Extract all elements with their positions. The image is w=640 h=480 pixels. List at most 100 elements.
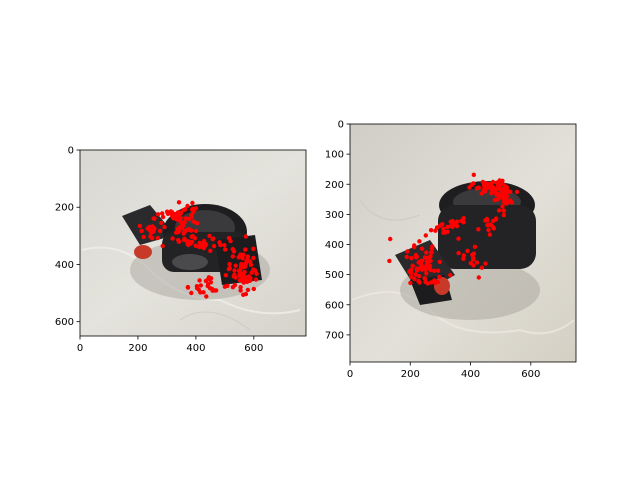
keypoint-marker xyxy=(150,235,155,241)
x-tick-label: 600 xyxy=(244,343,263,354)
y-tick-label: 100 xyxy=(325,150,344,161)
y-tick-label: 200 xyxy=(325,180,344,191)
keypoint-marker xyxy=(486,227,491,233)
y-tick-label: 200 xyxy=(55,203,74,214)
keypoint-marker xyxy=(425,281,430,286)
keypoint-marker xyxy=(500,190,505,196)
y-tick-label: 400 xyxy=(325,240,344,251)
keypoint-marker xyxy=(416,273,422,279)
keypoint-marker xyxy=(489,181,494,186)
left-red-knob xyxy=(134,245,152,259)
keypoint-marker xyxy=(139,228,144,234)
keypoint-marker xyxy=(428,254,433,259)
keypoint-marker xyxy=(183,229,188,234)
keypoint-marker xyxy=(432,278,437,283)
keypoint-marker xyxy=(210,288,215,293)
keypoint-marker xyxy=(185,203,190,209)
keypoint-marker xyxy=(504,195,509,200)
keypoint-marker xyxy=(243,247,248,252)
keypoint-marker xyxy=(232,282,238,288)
keypoint-marker xyxy=(428,258,433,263)
keypoint-marker xyxy=(489,223,494,228)
keypoint-marker xyxy=(239,262,244,267)
keypoint-marker xyxy=(245,287,251,293)
keypoint-marker xyxy=(157,228,163,234)
keypoint-marker xyxy=(243,234,249,239)
left-keypoints xyxy=(137,200,259,299)
right-marble-vein xyxy=(351,291,575,335)
keypoint-marker xyxy=(198,283,203,288)
keypoint-marker xyxy=(176,237,181,243)
y-tick-label: 300 xyxy=(325,210,344,221)
keypoint-marker xyxy=(461,256,466,261)
keypoint-marker xyxy=(240,276,245,282)
keypoint-marker xyxy=(414,254,419,259)
keypoint-marker xyxy=(243,264,248,269)
keypoint-marker xyxy=(190,200,195,206)
left-clamp-block xyxy=(215,235,262,285)
keypoint-marker xyxy=(408,274,414,279)
keypoint-marker xyxy=(413,272,418,277)
keypoint-marker xyxy=(243,275,249,281)
keypoint-marker xyxy=(208,276,214,281)
y-tick-label: 0 xyxy=(68,146,74,157)
right-keypoints xyxy=(387,172,520,286)
keypoint-marker xyxy=(471,263,476,268)
keypoint-marker xyxy=(502,199,507,205)
keypoint-marker xyxy=(491,189,496,194)
keypoint-marker xyxy=(448,272,453,278)
keypoint-marker xyxy=(474,260,480,265)
keypoint-marker xyxy=(178,210,183,215)
x-tick-label: 200 xyxy=(128,343,147,354)
keypoint-marker xyxy=(485,223,490,228)
keypoint-marker xyxy=(487,232,493,237)
keypoint-marker xyxy=(183,207,188,212)
x-tick-label: 0 xyxy=(347,369,353,380)
keypoint-marker xyxy=(248,278,253,283)
keypoint-marker xyxy=(151,216,156,221)
x-tick-label: 400 xyxy=(186,343,205,354)
keypoint-marker xyxy=(232,268,237,273)
x-tick-label: 600 xyxy=(521,369,540,380)
keypoint-marker xyxy=(193,228,199,234)
keypoint-marker xyxy=(203,241,208,247)
keypoint-marker xyxy=(141,234,146,240)
keypoint-marker xyxy=(492,198,497,203)
keypoint-marker xyxy=(437,274,442,280)
keypoint-marker xyxy=(160,214,166,220)
keypoint-marker xyxy=(137,223,143,229)
keypoint-marker xyxy=(410,263,415,268)
keypoint-marker xyxy=(483,261,488,266)
keypoint-marker xyxy=(412,276,417,282)
keypoint-marker xyxy=(194,284,200,289)
keypoint-marker xyxy=(461,253,467,258)
keypoint-marker xyxy=(404,254,409,260)
keypoint-marker xyxy=(416,278,421,284)
y-tick-label: 0 xyxy=(338,120,344,131)
keypoint-marker xyxy=(189,207,195,212)
keypoint-marker xyxy=(445,224,450,230)
right-clamp-body xyxy=(438,205,536,269)
keypoint-marker xyxy=(418,258,424,264)
keypoint-marker xyxy=(422,255,428,260)
y-tick-label: 600 xyxy=(55,317,74,328)
left-panel: 0 200 400 600 0 200 400 600 xyxy=(55,146,307,354)
keypoint-marker xyxy=(500,178,505,183)
keypoint-marker xyxy=(467,185,472,190)
keypoint-marker xyxy=(189,239,195,245)
keypoint-marker xyxy=(238,285,243,290)
keypoint-marker xyxy=(192,220,198,225)
keypoint-marker xyxy=(198,290,203,295)
keypoint-marker xyxy=(211,236,216,241)
keypoint-marker xyxy=(459,218,464,224)
keypoint-marker xyxy=(456,250,461,256)
keypoint-marker xyxy=(435,268,441,273)
x-tick-label: 400 xyxy=(461,369,480,380)
keypoint-marker xyxy=(223,247,228,252)
keypoint-marker xyxy=(430,244,435,249)
keypoint-marker xyxy=(189,290,194,296)
keypoint-marker xyxy=(484,181,489,186)
keypoint-marker xyxy=(160,243,165,249)
keypoint-marker xyxy=(514,189,520,195)
keypoint-marker xyxy=(451,221,457,226)
